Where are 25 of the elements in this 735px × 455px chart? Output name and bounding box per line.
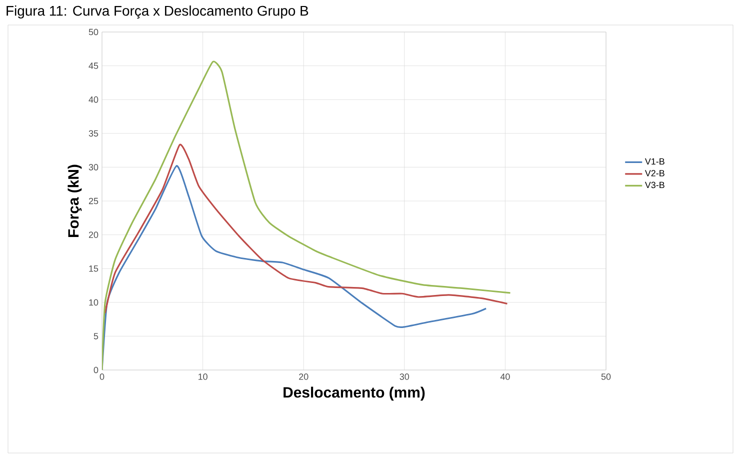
x-tick-label: 50 (601, 374, 611, 380)
y-tick-label: 0 (94, 366, 98, 374)
line-series (104, 144, 508, 314)
x-tick-label: 0 (100, 374, 104, 380)
legend-label: V1-B (644, 158, 664, 165)
y-tick-label: 25 (88, 198, 98, 204)
y-tick-label: 30 (88, 164, 98, 170)
y-tick-label: 35 (88, 130, 98, 137)
y-tick-label: 50 (88, 28, 98, 36)
line-series (102, 60, 512, 370)
x-tick-label: 10 (198, 374, 208, 380)
y-tick-label: 45 (88, 62, 98, 69)
x-tick-label: 20 (299, 374, 308, 380)
y-tick-label: 10 (89, 299, 98, 306)
legend-label: V2-B (644, 170, 664, 176)
y-axis-title: Força (kN) (68, 164, 82, 237)
chart-title: Figura 11: Curva Força x Deslocamento Grupo B (6, 6, 308, 19)
y-tick-label: 5 (94, 333, 98, 340)
legend-label: V3-B (644, 182, 664, 188)
x-axis-title: Deslocamento (mm) (284, 386, 425, 401)
x-tick-label: 40 (500, 374, 510, 380)
y-tick-label: 15 (89, 265, 98, 272)
x-tick-label: 30 (400, 374, 410, 380)
y-tick-label: 20 (88, 232, 98, 238)
y-tick-label: 40 (88, 96, 98, 103)
